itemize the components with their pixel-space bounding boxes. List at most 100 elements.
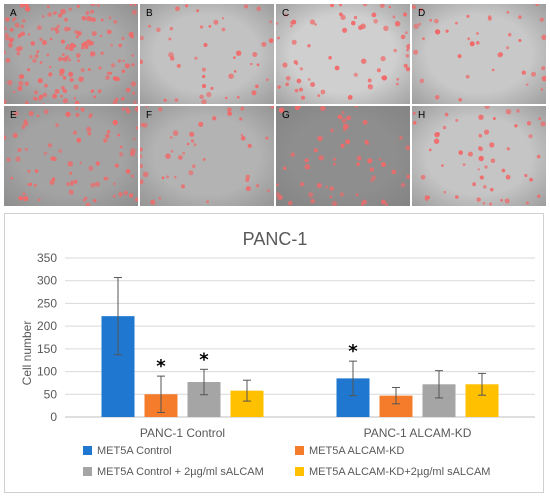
- cell-dot: [73, 84, 79, 90]
- cell-dot: [113, 76, 119, 81]
- cell-dot: [371, 12, 377, 18]
- cell-dot: [478, 146, 483, 151]
- cell-dot: [233, 56, 236, 59]
- cell-dot: [106, 130, 110, 134]
- cell-dot: [90, 51, 96, 57]
- cell-dot: [355, 193, 359, 197]
- cell-dot: [158, 196, 162, 200]
- cells-overlay: [4, 4, 137, 104]
- cell-dot: [255, 84, 259, 89]
- cell-dot: [406, 49, 409, 52]
- cell-dot: [75, 35, 79, 39]
- cell-dot: [89, 113, 93, 117]
- cell-dot: [294, 106, 300, 111]
- cell-dot: [482, 202, 486, 205]
- cell-dot: [9, 27, 14, 32]
- cell-dot: [17, 148, 22, 152]
- cell-dot: [347, 95, 353, 100]
- cell-dot: [190, 139, 195, 143]
- cell-dot: [81, 16, 87, 21]
- cell-dot: [329, 186, 334, 191]
- cell-dot: [64, 55, 70, 60]
- cell-dot: [376, 68, 381, 73]
- cell-dot: [299, 67, 303, 71]
- cell-dot: [39, 61, 43, 64]
- cell-dot: [367, 78, 372, 83]
- cell-dot: [100, 51, 104, 55]
- cell-dot: [373, 19, 378, 24]
- cell-dot: [270, 106, 274, 109]
- cell-dot: [307, 78, 311, 81]
- cell-dot: [5, 58, 11, 63]
- cell-dot: [93, 95, 97, 99]
- cell-dot: [329, 195, 333, 199]
- panel-letter: D: [418, 8, 426, 19]
- cell-dot: [158, 107, 163, 112]
- cell-dot: [367, 158, 373, 164]
- cell-dot: [467, 37, 471, 41]
- cell-dot: [161, 176, 165, 180]
- cell-dot: [413, 112, 416, 115]
- cell-dot: [108, 16, 112, 20]
- cell-dot: [123, 190, 128, 196]
- cell-dot: [75, 53, 81, 58]
- cell-dot: [505, 174, 511, 180]
- cell-dot: [353, 72, 358, 77]
- cell-dot: [380, 56, 386, 62]
- cell-dot: [256, 63, 260, 67]
- cell-dot: [265, 136, 269, 140]
- cell-dot: [131, 174, 134, 178]
- cell-dot: [64, 17, 68, 22]
- cell-dot: [331, 200, 338, 206]
- cell-dot: [458, 98, 462, 102]
- cell-dot: [469, 41, 475, 47]
- cell-dot: [404, 31, 408, 34]
- cell-dot: [66, 182, 70, 186]
- cell-dot: [79, 161, 82, 164]
- significance-star: *: [199, 349, 209, 370]
- cell-dot: [140, 35, 144, 41]
- cell-dot: [52, 11, 57, 15]
- cell-dot: [343, 123, 349, 130]
- cell-dot: [490, 187, 494, 192]
- cell-dot: [47, 143, 53, 148]
- cell-dot: [444, 112, 449, 117]
- cell-dot: [28, 111, 34, 116]
- cell-dot: [276, 22, 279, 25]
- cell-dot: [23, 121, 29, 127]
- panel-letter: B: [146, 8, 153, 19]
- cell-dot: [49, 37, 53, 41]
- y-tick-label: 100: [37, 365, 57, 379]
- cell-dot: [505, 109, 512, 115]
- cell-dot: [174, 98, 179, 102]
- cell-dot: [74, 30, 78, 34]
- cell-dot: [341, 118, 347, 123]
- cell-dot: [60, 39, 65, 44]
- y-tick-label: 300: [37, 274, 57, 288]
- cell-dot: [163, 98, 167, 102]
- cell-dot: [156, 27, 161, 33]
- cell-dot: [514, 124, 518, 128]
- cell-dot: [383, 25, 389, 31]
- cell-dot: [304, 164, 311, 170]
- cell-dot: [84, 45, 89, 49]
- cell-dot: [434, 95, 440, 100]
- cell-dot: [506, 46, 510, 50]
- cell-dot: [30, 41, 36, 46]
- cell-dot: [94, 181, 100, 187]
- cell-dot: [294, 88, 299, 93]
- cell-dot: [193, 143, 197, 147]
- panel-letter: A: [10, 8, 17, 19]
- cell-dot: [27, 169, 31, 173]
- cell-dot: [536, 154, 541, 159]
- cell-dot: [283, 166, 287, 170]
- cell-dot: [309, 19, 316, 25]
- cell-dot: [538, 117, 541, 121]
- cell-dot: [24, 81, 29, 86]
- cell-dot: [173, 175, 177, 179]
- cell-dot: [406, 174, 410, 179]
- cell-dot: [170, 150, 174, 153]
- cell-dot: [428, 148, 432, 152]
- cell-dot: [457, 54, 462, 59]
- cell-dot: [489, 142, 495, 148]
